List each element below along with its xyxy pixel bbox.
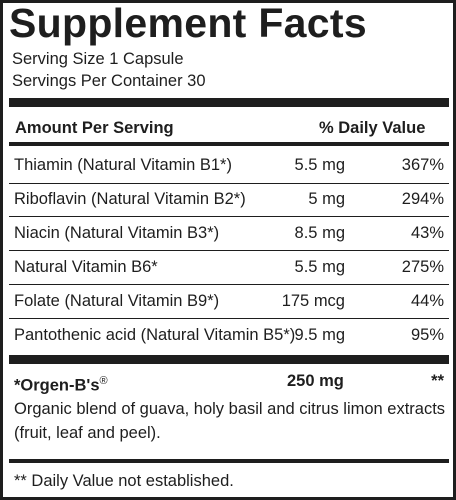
nutrient-row: Thiamin (Natural Vitamin B1*) 5.5 mg 367… xyxy=(3,149,453,181)
nutrient-amount: 5.5 mg xyxy=(294,156,345,174)
nutrient-amount: 8.5 mg xyxy=(294,224,345,242)
row-divider xyxy=(9,284,449,285)
servings-per-container: Servings Per Container 30 xyxy=(12,72,206,90)
nutrient-name: Pantothenic acid (Natural Vitamin B5*) xyxy=(14,326,296,344)
thick-divider xyxy=(9,355,449,364)
row-divider xyxy=(9,318,449,319)
registered-mark: ® xyxy=(99,375,108,387)
nutrient-row: Folate (Natural Vitamin B9*) 175 mcg 44% xyxy=(3,285,453,317)
nutrient-amount: 5 mg xyxy=(308,190,345,208)
header-divider xyxy=(9,142,449,146)
nutrient-name: Folate (Natural Vitamin B9*) xyxy=(14,292,220,310)
proprietary-blend-description: Organic blend of guava, holy basil and c… xyxy=(14,400,446,442)
daily-value-header: % Daily Value xyxy=(319,119,426,137)
serving-size: Serving Size 1 Capsule xyxy=(12,50,184,68)
thick-divider xyxy=(9,98,449,107)
proprietary-blend-name: *Orgen-B's® xyxy=(14,370,108,397)
nutrient-daily-value: 367% xyxy=(401,156,444,174)
blend-name-text: *Orgen-B's xyxy=(14,376,100,395)
proprietary-blend-amount: 250 mg xyxy=(287,372,344,390)
nutrient-daily-value: 294% xyxy=(401,190,444,208)
nutrient-row: Riboflavin (Natural Vitamin B2*) 5 mg 29… xyxy=(3,183,453,215)
nutrient-row: Niacin (Natural Vitamin B3*) 8.5 mg 43% xyxy=(3,217,453,249)
nutrient-amount: 175 mcg xyxy=(281,292,345,310)
nutrient-row: Pantothenic acid (Natural Vitamin B5*) 9… xyxy=(3,319,453,351)
nutrient-daily-value: 44% xyxy=(410,292,444,310)
nutrient-name: Natural Vitamin B6* xyxy=(14,258,158,276)
nutrient-row: Natural Vitamin B6* 5.5 mg 275% xyxy=(3,251,453,283)
nutrient-daily-value: 275% xyxy=(401,258,444,276)
nutrient-name: Thiamin (Natural Vitamin B1*) xyxy=(14,156,232,174)
nutrient-name: Niacin (Natural Vitamin B3*) xyxy=(14,224,220,242)
row-divider xyxy=(9,183,449,184)
proprietary-blend-daily-value: ** xyxy=(431,372,444,390)
nutrient-daily-value: 43% xyxy=(410,224,444,242)
nutrient-daily-value: 95% xyxy=(410,326,444,344)
row-divider xyxy=(9,216,449,217)
amount-per-serving-header: Amount Per Serving xyxy=(15,119,174,137)
footnote-divider xyxy=(9,459,449,463)
nutrient-amount: 9.5 mg xyxy=(294,326,345,344)
panel-title: Supplement Facts xyxy=(9,0,367,46)
footnote: ** Daily Value not established. xyxy=(14,472,234,490)
nutrient-amount: 5.5 mg xyxy=(294,258,345,276)
row-divider xyxy=(9,250,449,251)
nutrient-name: Riboflavin (Natural Vitamin B2*) xyxy=(14,190,246,208)
